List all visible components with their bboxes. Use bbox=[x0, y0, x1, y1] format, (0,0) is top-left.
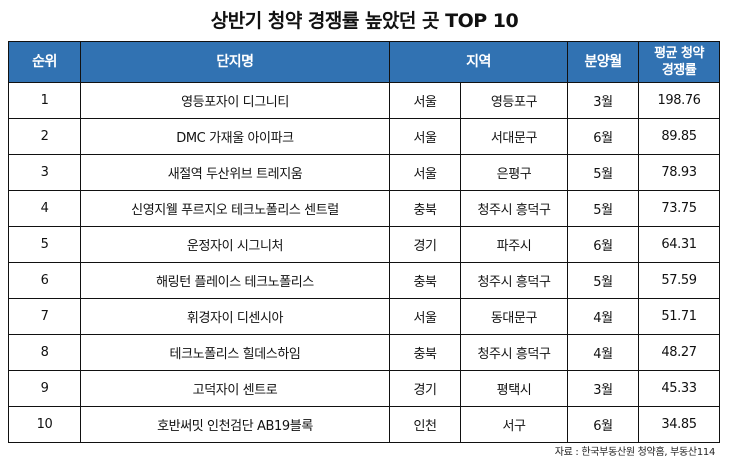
cell-district: 동대문구 bbox=[459, 298, 569, 335]
cell-district: 서대문구 bbox=[459, 118, 569, 155]
cell-rank: 10 bbox=[8, 406, 81, 443]
cell-sale-month: 5월 bbox=[567, 190, 640, 227]
cell-complex-name: 신영지웰 푸르지오 테크노폴리스 센트럴 bbox=[80, 190, 390, 227]
cell-competition-rate: 34.85 bbox=[638, 406, 721, 443]
header-complex-name: 단지명 bbox=[80, 41, 390, 83]
cell-complex-name: 테크노폴리스 힐데스하임 bbox=[80, 334, 390, 371]
cell-complex-name: 고덕자이 센트로 bbox=[80, 370, 390, 407]
cell-sale-month: 5월 bbox=[567, 262, 640, 299]
cell-province: 경기 bbox=[389, 226, 461, 263]
cell-rank: 2 bbox=[8, 118, 81, 155]
table-row: 10 호반써밋 인천검단 AB19블록 인천 서구 6월 34.85 bbox=[8, 406, 721, 443]
cell-province: 충북 bbox=[389, 334, 461, 371]
header-avg-competition-rate: 평균 청약 경쟁률 bbox=[638, 41, 721, 83]
cell-rank: 7 bbox=[8, 298, 81, 335]
header-region: 지역 bbox=[388, 41, 569, 83]
cell-province: 경기 bbox=[389, 370, 461, 407]
source-note: 자료 : 한국부동산원 청약홈, 부동산114 bbox=[554, 447, 716, 458]
cell-sale-month: 3월 bbox=[567, 82, 640, 119]
cell-competition-rate: 89.85 bbox=[638, 118, 721, 155]
cell-complex-name: 새절역 두산위브 트레지움 bbox=[80, 154, 390, 191]
cell-competition-rate: 48.27 bbox=[638, 334, 721, 371]
cell-province: 서울 bbox=[389, 298, 461, 335]
table-row: 4 신영지웰 푸르지오 테크노폴리스 센트럴 충북 청주시 흥덕구 5월 73.… bbox=[8, 190, 721, 227]
cell-competition-rate: 78.93 bbox=[638, 154, 721, 191]
cell-province: 인천 bbox=[389, 406, 461, 443]
cell-district: 청주시 흥덕구 bbox=[459, 334, 569, 371]
table-row: 9 고덕자이 센트로 경기 평택시 3월 45.33 bbox=[8, 370, 721, 407]
cell-sale-month: 4월 bbox=[567, 334, 640, 371]
cell-competition-rate: 198.76 bbox=[638, 82, 721, 119]
competition-rate-table: 순위 단지명 지역 분양월 평균 청약 경쟁률 1 영등포자이 디그니티 서울 … bbox=[8, 41, 721, 443]
table-row: 5 운정자이 시그니처 경기 파주시 6월 64.31 bbox=[8, 226, 721, 263]
cell-sale-month: 3월 bbox=[567, 370, 640, 407]
cell-rank: 6 bbox=[8, 262, 81, 299]
table-row: 7 휘경자이 디센시아 서울 동대문구 4월 51.71 bbox=[8, 298, 721, 335]
cell-complex-name: 운정자이 시그니처 bbox=[80, 226, 390, 263]
cell-rank: 9 bbox=[8, 370, 81, 407]
cell-province: 서울 bbox=[389, 154, 461, 191]
table-row: 6 해링턴 플레이스 테크노폴리스 충북 청주시 흥덕구 5월 57.59 bbox=[8, 262, 721, 299]
cell-province: 서울 bbox=[389, 118, 461, 155]
cell-sale-month: 6월 bbox=[567, 226, 640, 263]
cell-district: 은평구 bbox=[459, 154, 569, 191]
table-row: 3 새절역 두산위브 트레지움 서울 은평구 5월 78.93 bbox=[8, 154, 721, 191]
table-row: 8 테크노폴리스 힐데스하임 충북 청주시 흥덕구 4월 48.27 bbox=[8, 334, 721, 371]
header-avg-competition-line1: 평균 청약 bbox=[654, 46, 704, 61]
cell-rank: 5 bbox=[8, 226, 81, 263]
cell-district: 평택시 bbox=[459, 370, 569, 407]
cell-rank: 4 bbox=[8, 190, 81, 227]
cell-district: 서구 bbox=[459, 406, 569, 443]
table-row: 1 영등포자이 디그니티 서울 영등포구 3월 198.76 bbox=[8, 82, 721, 119]
cell-competition-rate: 64.31 bbox=[638, 226, 721, 263]
cell-complex-name: 휘경자이 디센시아 bbox=[80, 298, 390, 335]
cell-competition-rate: 51.71 bbox=[638, 298, 721, 335]
cell-complex-name: DMC 가재울 아이파크 bbox=[80, 118, 390, 155]
cell-competition-rate: 57.59 bbox=[638, 262, 721, 299]
header-avg-competition-line2: 경쟁률 bbox=[661, 63, 697, 78]
cell-sale-month: 6월 bbox=[567, 406, 640, 443]
cell-sale-month: 5월 bbox=[567, 154, 640, 191]
table-header-row: 순위 단지명 지역 분양월 평균 청약 경쟁률 bbox=[8, 41, 721, 83]
cell-competition-rate: 73.75 bbox=[638, 190, 721, 227]
cell-competition-rate: 45.33 bbox=[638, 370, 721, 407]
cell-sale-month: 4월 bbox=[567, 298, 640, 335]
header-rank: 순위 bbox=[8, 41, 81, 83]
header-sale-month: 분양월 bbox=[567, 41, 640, 83]
cell-complex-name: 영등포자이 디그니티 bbox=[80, 82, 390, 119]
page-title: 상반기 청약 경쟁률 높았던 곳 TOP 10 bbox=[210, 10, 519, 32]
cell-complex-name: 해링턴 플레이스 테크노폴리스 bbox=[80, 262, 390, 299]
cell-sale-month: 6월 bbox=[567, 118, 640, 155]
cell-rank: 3 bbox=[8, 154, 81, 191]
cell-rank: 8 bbox=[8, 334, 81, 371]
cell-province: 서울 bbox=[389, 82, 461, 119]
cell-complex-name: 호반써밋 인천검단 AB19블록 bbox=[80, 406, 390, 443]
cell-district: 청주시 흥덕구 bbox=[459, 262, 569, 299]
cell-province: 충북 bbox=[389, 262, 461, 299]
cell-district: 청주시 흥덕구 bbox=[459, 190, 569, 227]
cell-district: 영등포구 bbox=[459, 82, 569, 119]
cell-rank: 1 bbox=[8, 82, 81, 119]
cell-province: 충북 bbox=[389, 190, 461, 227]
cell-district: 파주시 bbox=[459, 226, 569, 263]
table-row: 2 DMC 가재울 아이파크 서울 서대문구 6월 89.85 bbox=[8, 118, 721, 155]
